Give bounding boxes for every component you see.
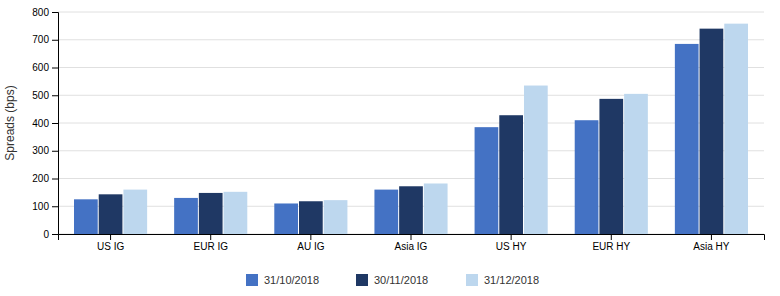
- bar: [475, 127, 499, 234]
- tick: 800: [32, 7, 58, 18]
- bar: [575, 120, 599, 234]
- plot: 0 100 200 300 400 500 600 700 800 US IG EUR IG AU I…: [3, 7, 765, 252]
- bar: [224, 192, 248, 234]
- bar-series: [123, 24, 748, 234]
- y-axis: 0 100 200 300 400 500 600 700 800: [32, 7, 58, 240]
- x-axis: US IG EUR IG AU IG Asia IG US HY EUR HY Asia H…: [59, 234, 765, 252]
- tick-label: 700: [32, 34, 49, 45]
- grid-line: [58, 12, 764, 13]
- tick-label: 0: [43, 229, 49, 240]
- tick: US HY: [496, 234, 527, 252]
- tick-mark: [52, 68, 58, 69]
- tick-mark: [52, 206, 58, 207]
- tick: 200: [32, 173, 58, 184]
- tick-mark: [210, 234, 211, 240]
- tick-label: 400: [32, 118, 49, 129]
- tick-label: 200: [32, 173, 49, 184]
- tick: EUR HY: [592, 234, 630, 252]
- tick: 0: [43, 229, 58, 240]
- chart: 0 100 200 300 400 500 600 700 800 US IG EUR IG AU I…: [0, 0, 780, 296]
- tick-mark: [52, 234, 58, 235]
- bar: [123, 190, 147, 234]
- tick-label: US IG: [97, 241, 124, 252]
- tick-label: 300: [32, 145, 49, 156]
- tick-label: 600: [32, 62, 49, 73]
- bar-series: [74, 44, 699, 234]
- grid-line: [58, 123, 764, 124]
- tick-mark: [711, 234, 712, 240]
- tick-mark: [611, 234, 612, 240]
- bar: [599, 99, 623, 234]
- bar: [524, 86, 548, 234]
- tick-mark: [511, 234, 512, 240]
- tick-mark: [52, 95, 58, 96]
- bar: [99, 194, 123, 234]
- tick: 500: [32, 90, 58, 101]
- bar: [74, 199, 98, 234]
- bar: [675, 44, 699, 234]
- tick: 400: [32, 118, 58, 129]
- bar: [174, 198, 198, 234]
- bar: [499, 115, 523, 234]
- legend-item: 31/12/2018: [466, 274, 539, 286]
- legend-swatch: [246, 274, 258, 286]
- legend-swatch: [356, 274, 368, 286]
- legend-swatch: [466, 274, 478, 286]
- tick-label: EUR HY: [592, 241, 630, 252]
- tick-mark: [411, 234, 412, 240]
- grid: [58, 12, 764, 234]
- tick: AU IG: [297, 234, 324, 252]
- y-axis-label: Spreads (bps): [3, 85, 17, 160]
- legend-label: 31/12/2018: [484, 274, 539, 286]
- tick-label: US HY: [496, 241, 527, 252]
- tick: EUR IG: [193, 234, 228, 252]
- axis-line: [59, 235, 765, 241]
- bar: [274, 203, 298, 234]
- bar: [424, 183, 448, 234]
- bar: [624, 94, 648, 234]
- bar: [724, 24, 748, 234]
- bars: [74, 24, 748, 234]
- legend-label: 30/11/2018: [374, 274, 428, 286]
- legend-item: 30/11/2018: [356, 274, 428, 286]
- tick-label: EUR IG: [193, 241, 228, 252]
- legend: 31/10/2018 30/11/2018 31/12/2018: [246, 274, 539, 286]
- bar: [199, 193, 223, 234]
- legend-item: 31/10/2018: [246, 274, 319, 286]
- tick: 600: [32, 62, 58, 73]
- grid-line: [58, 95, 764, 96]
- bar: [700, 29, 724, 234]
- tick: 100: [32, 201, 58, 212]
- tick: 300: [32, 145, 58, 156]
- bar: [299, 201, 323, 234]
- bar: [374, 190, 398, 234]
- grid-line: [58, 150, 764, 151]
- tick-mark: [52, 40, 58, 41]
- tick-label: 100: [32, 201, 49, 212]
- bar: [324, 200, 348, 234]
- tick: US IG: [97, 234, 124, 252]
- tick-label: AU IG: [297, 241, 324, 252]
- grid-line: [58, 67, 764, 68]
- tick-mark: [110, 234, 111, 240]
- bar-series: [99, 29, 724, 234]
- tick: Asia IG: [395, 234, 428, 252]
- tick-mark: [310, 234, 311, 240]
- tick-label: 800: [32, 7, 49, 18]
- tick: Asia HY: [693, 234, 729, 252]
- tick-mark: [52, 179, 58, 180]
- legend-label: 31/10/2018: [264, 274, 319, 286]
- tick-label: Asia HY: [693, 241, 729, 252]
- tick-mark: [52, 151, 58, 152]
- tick-mark: [52, 12, 58, 13]
- axis-line: [52, 13, 59, 235]
- bar: [399, 186, 423, 234]
- grid-line: [58, 178, 764, 179]
- tick-label: Asia IG: [395, 241, 428, 252]
- tick: 700: [32, 34, 58, 45]
- tick-label: 500: [32, 90, 49, 101]
- tick-mark: [52, 123, 58, 124]
- grid-line: [58, 39, 764, 40]
